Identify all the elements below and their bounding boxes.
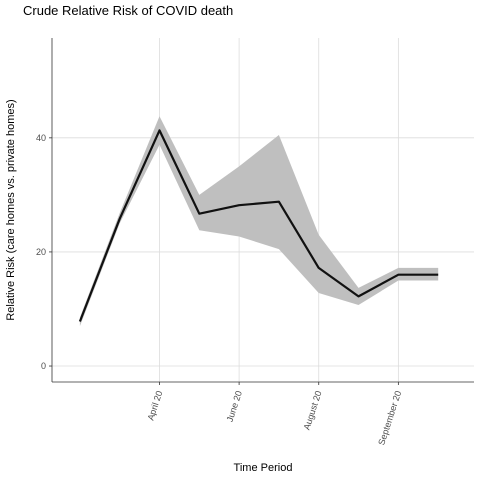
y-tick-label: 20: [36, 247, 46, 257]
confidence-band-layer: [79, 116, 439, 327]
chart-title: Crude Relative Risk of COVID death: [23, 3, 233, 18]
x-axis-label: Time Period: [234, 462, 293, 474]
x-tick-label: September 20: [376, 390, 403, 447]
y-axis-label: Relative Risk (care homes vs. private ho…: [5, 99, 17, 320]
series-line-layer: [78, 129, 439, 322]
y-tick-label: 0: [41, 361, 46, 371]
x-tick-label: June 20: [225, 390, 244, 424]
axes: [51, 38, 474, 383]
x-tick-label: August 20: [302, 390, 324, 432]
y-axis-ticks: 0 20 40: [36, 133, 52, 371]
x-axis-ticks: April 20 June 20 August 20 September 20: [145, 382, 403, 446]
series-line: [78, 129, 439, 322]
x-tick-label: April 20: [145, 390, 164, 422]
confidence-band: [79, 116, 439, 327]
y-tick-label: 40: [36, 133, 46, 143]
